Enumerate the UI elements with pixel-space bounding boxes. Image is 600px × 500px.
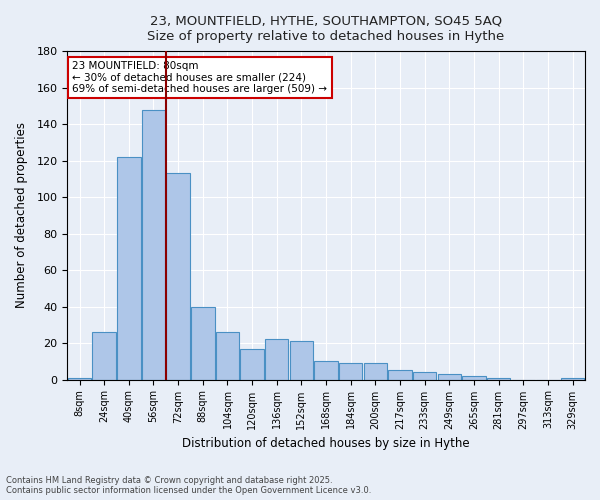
Bar	[68, 378, 91, 380]
Bar	[561, 378, 584, 380]
Bar	[216, 332, 239, 380]
Title: 23, MOUNTFIELD, HYTHE, SOUTHAMPTON, SO45 5AQ
Size of property relative to detach: 23, MOUNTFIELD, HYTHE, SOUTHAMPTON, SO45…	[148, 15, 505, 43]
Bar	[117, 157, 140, 380]
Bar	[413, 372, 436, 380]
Text: 23 MOUNTFIELD: 80sqm
← 30% of detached houses are smaller (224)
69% of semi-deta: 23 MOUNTFIELD: 80sqm ← 30% of detached h…	[73, 61, 328, 94]
Text: Contains HM Land Registry data © Crown copyright and database right 2025.
Contai: Contains HM Land Registry data © Crown c…	[6, 476, 371, 495]
Bar	[290, 341, 313, 380]
Bar	[487, 378, 511, 380]
Bar	[92, 332, 116, 380]
Bar	[388, 370, 412, 380]
Bar	[437, 374, 461, 380]
Bar	[265, 340, 289, 380]
Bar	[166, 174, 190, 380]
Bar	[142, 110, 165, 380]
Bar	[241, 348, 264, 380]
Bar	[314, 362, 338, 380]
Y-axis label: Number of detached properties: Number of detached properties	[15, 122, 28, 308]
Bar	[339, 363, 362, 380]
Bar	[364, 363, 387, 380]
Bar	[463, 376, 486, 380]
X-axis label: Distribution of detached houses by size in Hythe: Distribution of detached houses by size …	[182, 437, 470, 450]
Bar	[191, 306, 215, 380]
